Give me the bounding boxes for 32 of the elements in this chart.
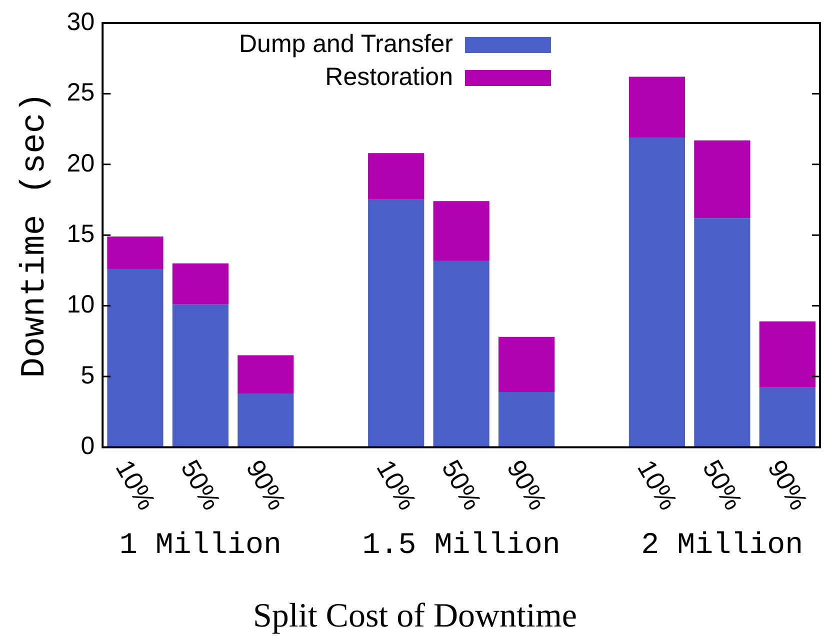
y-tick-label: 30 xyxy=(66,8,95,36)
bar xyxy=(433,201,490,261)
bar xyxy=(433,260,490,448)
bar xyxy=(759,388,816,448)
y-tick-label: 10 xyxy=(66,290,95,319)
text: 2 Million xyxy=(641,529,804,564)
bar xyxy=(498,392,555,448)
text: 1 Million xyxy=(119,529,282,564)
y-tick-label: 15 xyxy=(66,220,95,248)
legend-label: Restoration xyxy=(325,62,453,91)
bar xyxy=(368,153,424,200)
bar xyxy=(238,393,294,448)
bar xyxy=(172,263,228,304)
bar xyxy=(628,76,685,138)
bar xyxy=(238,355,294,394)
y-axis-title: Downtime (sec) xyxy=(16,92,54,378)
text: Split Cost of Downtime xyxy=(253,598,577,635)
bar xyxy=(368,200,424,448)
bar xyxy=(694,218,750,448)
y-tick-label: 0 xyxy=(80,432,95,460)
bar xyxy=(759,321,816,388)
bar xyxy=(694,140,750,218)
y-tick-label: 20 xyxy=(66,149,95,178)
text: 1.5 Million xyxy=(362,529,560,564)
y-tick-label: 25 xyxy=(66,78,95,107)
y-tick-label: 5 xyxy=(80,361,95,390)
bar xyxy=(107,269,164,448)
bar xyxy=(628,138,685,448)
bar xyxy=(172,304,228,448)
bar xyxy=(498,336,555,392)
bar xyxy=(107,236,164,270)
legend-label: Dump and Transfer xyxy=(239,30,453,58)
